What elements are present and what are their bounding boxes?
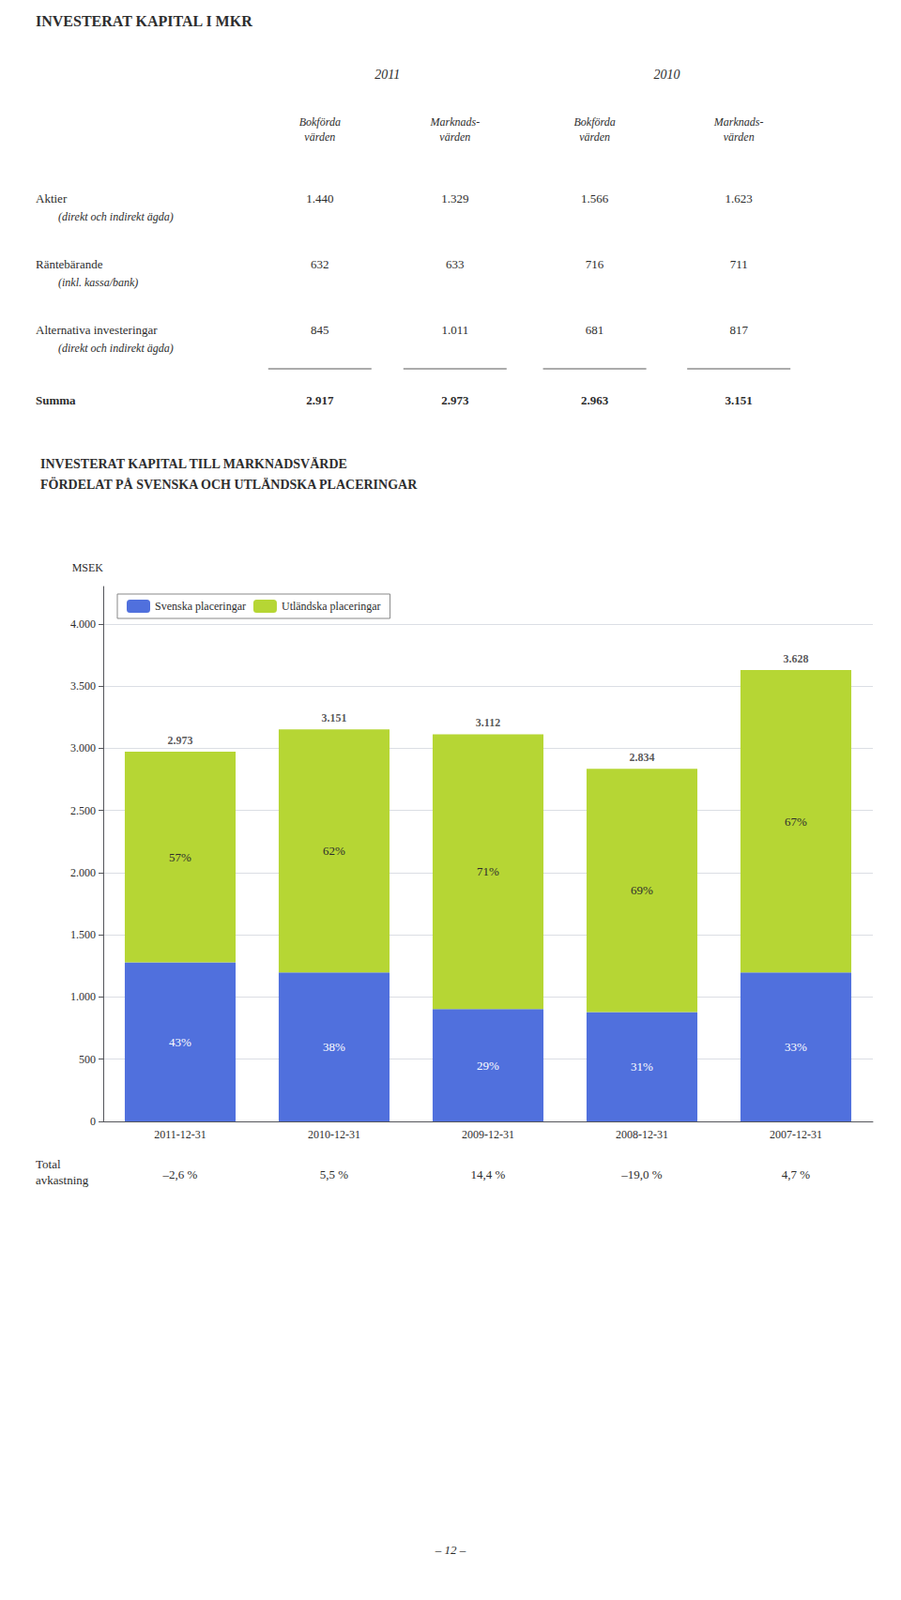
svg-text:2008-12-31: 2008-12-31 [615, 1128, 669, 1142]
svg-text:Marknads-: Marknads- [713, 115, 764, 129]
svg-text:Aktier: Aktier [35, 191, 68, 206]
svg-text:Summa: Summa [35, 393, 77, 408]
svg-text:(direkt och indirekt ägda): (direkt och indirekt ägda) [58, 210, 174, 224]
svg-text:4,7 %: 4,7 % [781, 1167, 811, 1182]
svg-text:Räntebärande: Räntebärande [35, 257, 104, 272]
svg-text:0: 0 [90, 1114, 96, 1129]
svg-text:1.623: 1.623 [725, 191, 753, 206]
svg-text:1.000: 1.000 [70, 990, 96, 1004]
svg-text:(direkt och indirekt ägda): (direkt och indirekt ägda) [58, 341, 174, 355]
svg-text:–19,0 %: –19,0 % [620, 1167, 663, 1182]
svg-text:2010: 2010 [653, 67, 680, 82]
svg-text:2.973: 2.973 [167, 733, 194, 748]
svg-text:värden: värden [439, 130, 471, 144]
svg-text:3.500: 3.500 [70, 679, 96, 693]
svg-text:Alternativa investeringar: Alternativa investeringar [35, 322, 158, 337]
svg-text:avkastning: avkastning [35, 1173, 90, 1188]
svg-text:71%: 71% [476, 864, 500, 879]
svg-text:632: 632 [310, 257, 330, 272]
svg-text:67%: 67% [784, 814, 808, 829]
svg-text:5,5 %: 5,5 % [320, 1167, 350, 1182]
svg-text:värden: värden [304, 130, 336, 144]
svg-text:62%: 62% [322, 843, 346, 858]
svg-text:633: 633 [445, 257, 465, 272]
svg-text:2011-12-31: 2011-12-31 [153, 1128, 207, 1142]
svg-text:MSEK: MSEK [72, 561, 105, 575]
svg-text:681: 681 [585, 322, 605, 337]
svg-text:3.628: 3.628 [783, 652, 810, 666]
svg-text:2011: 2011 [374, 67, 400, 82]
svg-text:1.329: 1.329 [441, 191, 469, 206]
svg-text:Utländska placeringar: Utländska placeringar [281, 599, 382, 613]
svg-text:1.011: 1.011 [441, 322, 469, 337]
svg-text:3.112: 3.112 [475, 716, 501, 730]
svg-text:4.000: 4.000 [70, 617, 96, 631]
svg-text:INVESTERAT KAPITAL I MKR: INVESTERAT KAPITAL I MKR [35, 13, 253, 30]
svg-text:2010-12-31: 2010-12-31 [307, 1128, 361, 1142]
svg-text:33%: 33% [784, 1039, 808, 1054]
svg-text:2.973: 2.973 [441, 393, 470, 408]
svg-text:1.500: 1.500 [70, 928, 96, 942]
svg-text:57%: 57% [168, 850, 192, 865]
svg-text:3.000: 3.000 [70, 741, 96, 755]
svg-text:69%: 69% [630, 883, 654, 898]
svg-text:värden: värden [723, 130, 755, 144]
svg-text:Bokförda: Bokförda [573, 115, 615, 129]
svg-text:817: 817 [729, 322, 749, 337]
svg-text:2.834: 2.834 [629, 750, 656, 764]
svg-text:Svenska placeringar: Svenska placeringar [154, 599, 246, 613]
svg-text:711: 711 [730, 257, 749, 272]
svg-text:2009-12-31: 2009-12-31 [461, 1128, 515, 1142]
svg-text:2.000: 2.000 [70, 866, 96, 880]
svg-text:3.151: 3.151 [725, 393, 753, 408]
svg-text:14,4 %: 14,4 % [471, 1167, 506, 1182]
svg-text:(inkl. kassa/bank): (inkl. kassa/bank) [58, 275, 138, 290]
svg-text:1.566: 1.566 [580, 191, 610, 206]
svg-text:716: 716 [585, 257, 605, 272]
svg-text:2.917: 2.917 [305, 393, 335, 408]
svg-text:Total: Total [35, 1157, 62, 1172]
svg-text:Bokförda: Bokförda [299, 115, 341, 129]
svg-text:INVESTERAT KAPITAL TILL MARKNA: INVESTERAT KAPITAL TILL MARKNADSVÄRDE [40, 457, 348, 472]
svg-text:31%: 31% [630, 1059, 654, 1074]
svg-text:845: 845 [310, 322, 330, 337]
svg-text:FÖRDELAT PÅ SVENSKA OCH UTLÄND: FÖRDELAT PÅ SVENSKA OCH UTLÄNDSKA PLACER… [40, 476, 418, 492]
svg-text:2.963: 2.963 [580, 393, 610, 408]
svg-text:värden: värden [579, 130, 611, 144]
svg-text:1.440: 1.440 [305, 191, 334, 206]
svg-text:2.500: 2.500 [70, 804, 96, 818]
svg-text:2007-12-31: 2007-12-31 [769, 1128, 823, 1142]
svg-text:3.151: 3.151 [321, 711, 348, 725]
svg-text:43%: 43% [168, 1035, 192, 1050]
svg-text:– 12 –: – 12 – [434, 1542, 467, 1558]
svg-text:29%: 29% [476, 1058, 500, 1073]
svg-text:500: 500 [78, 1053, 96, 1067]
svg-text:38%: 38% [322, 1039, 346, 1054]
svg-text:Marknads-: Marknads- [428, 115, 480, 129]
svg-text:–2,6 %: –2,6 % [162, 1167, 199, 1182]
